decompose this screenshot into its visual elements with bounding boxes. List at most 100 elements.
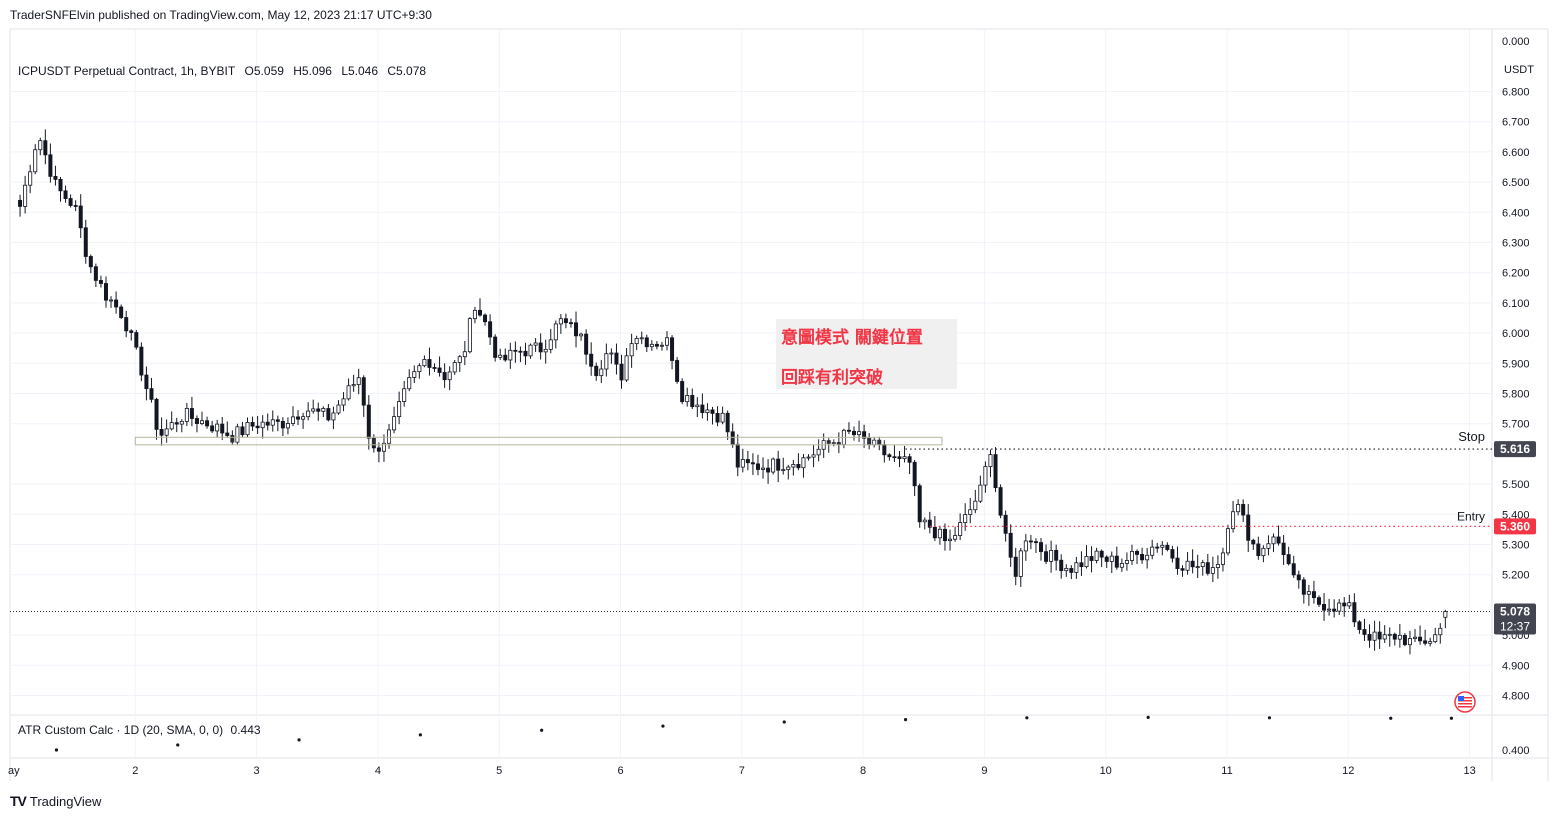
candle-body-up [1094,550,1099,561]
candle [1049,540,1054,573]
candle [998,484,1003,519]
candle [1094,547,1099,564]
candle-body-down [230,435,235,443]
candle-body-down [796,464,801,469]
tradingview-logo[interactable]: TV TradingView [10,793,101,809]
candle [376,442,381,463]
candle [1226,524,1231,556]
annotation-line-2: 回踩有利突破 [781,368,883,388]
candle [1296,570,1301,589]
candle [730,423,735,448]
candle-body-down [1246,514,1251,541]
candle [1362,618,1367,642]
candle [1407,630,1412,655]
candle [220,416,225,441]
candle-body-down [563,318,568,324]
candle-body-up [649,343,654,348]
candle [1129,544,1134,565]
atr-point [782,720,786,724]
candle [639,331,644,344]
candle-body-up [1064,568,1069,572]
candle-body-up [1433,634,1438,643]
publish-info: TraderSNFElvin published on TradingView.… [10,8,432,22]
candles-group [18,129,1448,655]
candle-body-down [1114,555,1119,568]
candle [210,420,215,434]
candle [826,438,831,453]
candle-body-down [134,332,139,348]
candle [1109,551,1114,573]
candle [912,459,917,497]
candle-body-down [129,330,134,333]
candle-body-up [452,362,457,373]
ohlc-high: H5.096 [293,64,332,78]
y-tick-label: 4.800 [1502,691,1530,703]
currency-label: USDT [1504,64,1534,76]
candle-body-down [1028,540,1033,543]
y-tick-label: 6.800 [1502,87,1530,99]
candle [1316,595,1321,607]
candle-body-down [1402,634,1407,646]
candle-body-up [609,352,614,355]
candle [351,374,356,392]
candle-body-up [801,457,806,469]
candle [326,404,331,422]
candle [498,348,503,360]
candle [513,341,518,363]
candle-body-down [78,205,83,229]
candle [589,342,594,376]
candle-body-up [285,423,290,429]
candle-body-down [371,437,376,449]
candle-body-down [58,178,63,192]
candle-body-up [311,408,316,412]
candle-body-up [968,509,973,515]
candle [1119,558,1124,572]
candle-body-down [503,354,508,361]
candle-body-down [376,447,381,452]
candle-body-down [1291,563,1296,576]
candle-body-up [761,467,766,470]
candle [1185,552,1190,575]
candle [1382,625,1387,643]
candle-body-up [412,371,417,378]
candle-body-up [948,538,953,542]
candle [528,343,533,359]
candle-body-up [831,442,836,444]
candle-body-down [1205,562,1210,574]
candle [23,175,28,214]
candle [568,318,573,328]
candle-body-up [301,416,306,420]
candle [1023,534,1028,561]
candle-body-up [695,404,700,408]
candle-body-down [326,408,331,421]
candle [1322,593,1327,621]
candle-body-down [907,456,912,463]
candle [149,377,154,403]
candle-body-down [1165,544,1170,550]
candle-body-up [381,442,386,452]
candle-body-down [194,418,199,424]
candle [897,450,902,468]
candle [670,335,675,370]
candle [477,298,482,317]
candle [488,314,493,345]
candle-body-down [1039,542,1044,553]
candle [750,453,755,475]
candle [73,200,78,212]
annotation-box[interactable]: 意圖模式 關鍵位置 回踩有利突破 [776,319,957,389]
candle-body-up [341,398,346,406]
candle-body-down [1322,603,1327,611]
candle [442,363,447,388]
candle-body-up [1109,555,1114,562]
candle-body-up [1266,543,1271,549]
candle-body-up [659,344,664,347]
atr-point [176,743,180,747]
candle-body-up [472,309,477,320]
candle [417,363,422,379]
candle-body-up [604,353,609,370]
candle-body-down [114,299,119,308]
candle [457,355,462,372]
candle-body-up [953,535,958,540]
candle-body-down [1069,568,1074,573]
